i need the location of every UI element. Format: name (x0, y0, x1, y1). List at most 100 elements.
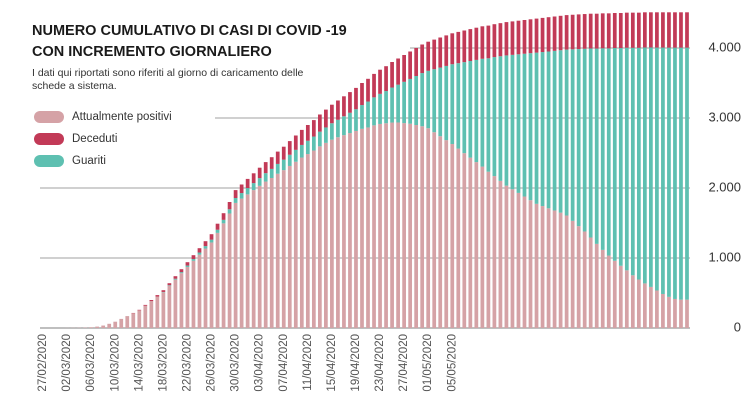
bar-segment (492, 57, 497, 177)
bar-segment (317, 131, 322, 147)
bar-segment (444, 35, 449, 66)
bar-segment (594, 13, 599, 49)
bar-segment (576, 226, 581, 328)
bar-segment (534, 52, 539, 204)
y-tick-label: 4.000 (708, 39, 741, 54)
bar-segment (630, 12, 635, 48)
bar-segment (378, 93, 382, 124)
bar-segment (480, 26, 485, 59)
x-tick-label: 15/04/2020 (326, 334, 338, 392)
bar-segment (685, 47, 689, 300)
bar-segment (378, 123, 382, 328)
bar-segment (233, 198, 238, 203)
bar-segment (342, 116, 346, 136)
bar-segment (486, 171, 491, 328)
x-tick-label: 18/03/2020 (157, 334, 169, 392)
bar-segment (203, 246, 208, 249)
bar-segment (89, 327, 94, 328)
bar-segment (336, 137, 340, 328)
bar-segment (606, 255, 611, 328)
bar-segment (281, 159, 286, 171)
bar-segment (673, 298, 677, 328)
bar-segment (372, 73, 376, 98)
bar-segment (630, 275, 635, 328)
bar-segment (245, 194, 250, 328)
bar-segment (113, 321, 118, 328)
bar-segment (317, 146, 322, 328)
legend-swatch (34, 111, 64, 123)
bar-segment (528, 19, 533, 54)
bar-segment (462, 30, 467, 63)
x-tick-label: 03/04/2020 (254, 334, 266, 392)
bar-segment (642, 12, 647, 48)
bar-segment (360, 128, 364, 328)
bar-segment (239, 193, 244, 199)
bar-segment (281, 146, 286, 160)
bar-segment (143, 305, 148, 328)
bar-segment (444, 140, 449, 328)
bar-segment (456, 31, 461, 64)
bar-segment (408, 123, 413, 329)
bar-segment (450, 64, 455, 145)
bar-segment (606, 48, 611, 256)
bar-segment (594, 48, 599, 244)
bar-segment (185, 266, 190, 328)
chart-title: NUMERO CUMULATIVO DI CASI DI COVID -19 (32, 23, 347, 39)
bar-segment (101, 325, 106, 328)
bar-segment (685, 299, 689, 328)
bar-segment (161, 292, 166, 328)
bar-segment (606, 13, 611, 49)
bar-segment (661, 293, 665, 328)
bar-segment (179, 269, 184, 273)
bar-segment (155, 295, 160, 297)
bar-segment (275, 151, 280, 164)
y-tick-label: 1.000 (708, 249, 741, 264)
bar-segment (540, 52, 545, 207)
bar-segment (221, 213, 226, 220)
bar-segment (474, 59, 479, 163)
bar-segment (167, 285, 172, 286)
bar-segment (330, 123, 334, 140)
bar-segment (558, 212, 563, 328)
bar-segment (456, 63, 461, 149)
bar-segment (95, 326, 100, 328)
bar-segment (396, 122, 400, 328)
bar-segment (492, 176, 497, 328)
bar-segment (582, 14, 587, 49)
bar-segment (402, 55, 406, 82)
bar-segment (564, 215, 569, 328)
legend-label: Attualmente positivi (72, 111, 172, 123)
x-tick-label: 05/05/2020 (446, 334, 458, 392)
bar-segment (227, 209, 232, 214)
bar-segment (348, 92, 352, 113)
bar-segment (661, 47, 665, 294)
bar-segment (624, 12, 629, 48)
bar-segment (137, 310, 142, 328)
bar-segment (480, 166, 485, 328)
bar-segment (293, 149, 298, 162)
x-tick-label: 01/05/2020 (422, 334, 434, 392)
bar-segment (336, 100, 340, 120)
bar-segment (269, 157, 274, 169)
bar-segment (612, 260, 617, 328)
bar-segment (432, 39, 437, 70)
bar-segment (396, 58, 400, 85)
bar-segment (426, 70, 431, 129)
bar-segment (185, 262, 190, 266)
bar-segment (251, 173, 256, 184)
bar-segment (576, 14, 581, 50)
y-tick-label: 0 (734, 319, 741, 334)
bar-segment (426, 128, 431, 328)
bar-segment (155, 296, 160, 328)
bar-segment (570, 49, 575, 221)
bar-segment (215, 223, 220, 230)
bar-segment (414, 76, 419, 125)
bar-segment (546, 208, 551, 328)
bar-segment (366, 101, 370, 128)
bar-segment (528, 200, 533, 328)
bar-segment (215, 229, 220, 233)
bar-segment (342, 135, 346, 328)
bar-segment (209, 242, 214, 328)
bar-segment (516, 54, 521, 193)
bar-segment (546, 51, 551, 209)
